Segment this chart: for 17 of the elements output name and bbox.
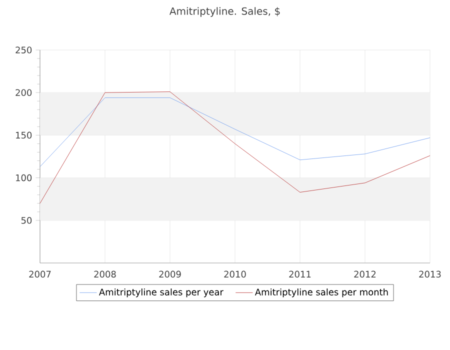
y-tick-label: 50 xyxy=(21,216,32,224)
line-series xyxy=(40,92,430,204)
x-tick-label: 2009 xyxy=(159,270,181,278)
x-tick-label: 2013 xyxy=(419,270,441,278)
y-tick-label: 100 xyxy=(16,174,32,182)
x-tick-label: 2012 xyxy=(354,270,376,278)
x-tick-label: 2007 xyxy=(29,270,51,278)
x-tick-label: 2010 xyxy=(224,270,246,278)
legend-label: Amitriptyline sales per month xyxy=(254,288,388,298)
y-tick-label: 250 xyxy=(16,46,32,54)
legend-label: Amitriptyline sales per year xyxy=(98,288,224,298)
y-tick-label: 150 xyxy=(16,132,32,139)
x-tick-label: 2008 xyxy=(94,270,116,278)
x-tick-label: 2011 xyxy=(289,270,311,278)
line-series xyxy=(40,98,430,167)
chart-title: Amitriptyline. Sales, $ xyxy=(170,7,280,17)
y-tick-label: 200 xyxy=(16,89,32,96)
